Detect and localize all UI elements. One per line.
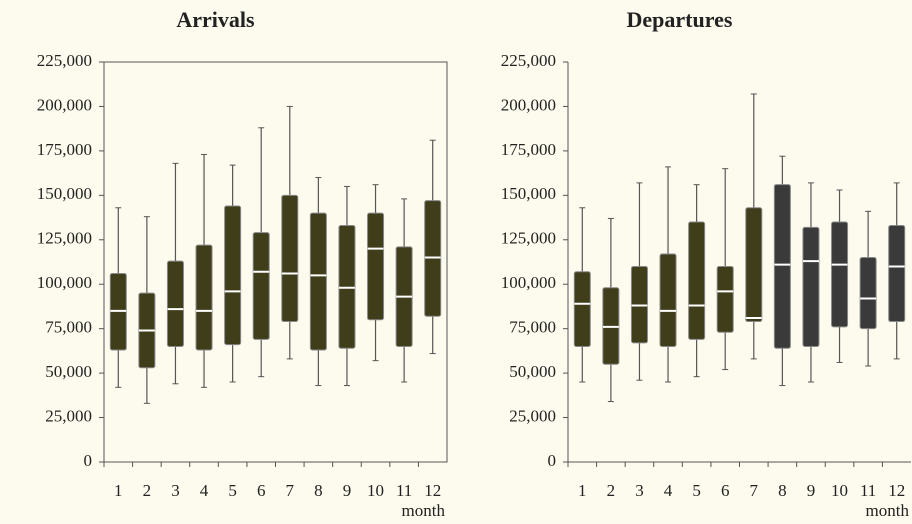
y-tick-label: 0: [84, 451, 93, 470]
y-tick-label: 50,000: [45, 362, 92, 381]
x-tick-label: 10: [367, 481, 384, 500]
y-tick-label: 225,000: [501, 51, 556, 70]
y-tick-label: 25,000: [509, 406, 556, 425]
x-tick-label: 8: [778, 481, 787, 500]
x-tick-label: 11: [860, 481, 876, 500]
y-tick-label: 150,000: [37, 184, 92, 203]
x-tick-label: 3: [171, 481, 180, 500]
y-tick-label: 175,000: [501, 140, 556, 159]
y-tick-label: 200,000: [501, 95, 556, 114]
x-tick-label: 6: [257, 481, 266, 500]
box: [252, 232, 270, 340]
x-tick-label: 10: [831, 481, 848, 500]
chart-title: Departures: [627, 7, 733, 32]
y-tick-label: 100,000: [501, 273, 556, 292]
x-tick-label: 12: [888, 481, 905, 500]
y-tick-label: 25,000: [45, 406, 92, 425]
x-tick-label: 4: [200, 481, 209, 500]
x-tick-label: 2: [143, 481, 152, 500]
x-tick-label: 9: [343, 481, 352, 500]
box: [224, 205, 242, 346]
x-tick-label: 1: [114, 481, 123, 500]
x-tick-label: 5: [692, 481, 701, 500]
box: [859, 257, 877, 330]
y-tick-label: 225,000: [37, 51, 92, 70]
x-tick-label: 3: [635, 481, 644, 500]
x-tick-label: 11: [396, 481, 412, 500]
x-tick-label: 7: [286, 481, 295, 500]
box: [688, 221, 706, 340]
x-axis-label: month: [402, 501, 446, 520]
x-tick-label: 8: [314, 481, 323, 500]
x-tick-label: 6: [721, 481, 730, 500]
box: [659, 253, 677, 347]
y-tick-label: 125,000: [501, 229, 556, 248]
x-tick-label: 5: [228, 481, 237, 500]
box: [745, 207, 763, 323]
x-tick-label: 9: [807, 481, 816, 500]
y-tick-label: 75,000: [509, 318, 556, 337]
y-tick-label: 200,000: [37, 95, 92, 114]
box: [773, 184, 791, 349]
x-tick-label: 2: [607, 481, 616, 500]
box: [195, 244, 213, 351]
y-tick-label: 50,000: [509, 362, 556, 381]
box: [367, 212, 385, 321]
x-axis-label: month: [866, 501, 910, 520]
box: [281, 194, 299, 323]
y-tick-label: 100,000: [37, 273, 92, 292]
y-tick-label: 125,000: [37, 229, 92, 248]
chart-title: Arrivals: [176, 7, 255, 32]
x-tick-label: 7: [750, 481, 759, 500]
x-tick-label: 1: [578, 481, 587, 500]
box: [716, 265, 734, 333]
y-tick-label: 75,000: [45, 318, 92, 337]
box: [309, 212, 327, 351]
y-tick-label: 175,000: [37, 140, 92, 159]
box: [573, 271, 591, 347]
x-tick-label: 4: [664, 481, 673, 500]
box: [831, 221, 849, 328]
y-tick-label: 0: [548, 451, 557, 470]
y-tick-label: 150,000: [501, 184, 556, 203]
box: [802, 226, 820, 347]
box: [888, 225, 906, 323]
box: [166, 260, 184, 347]
x-tick-label: 12: [424, 481, 441, 500]
